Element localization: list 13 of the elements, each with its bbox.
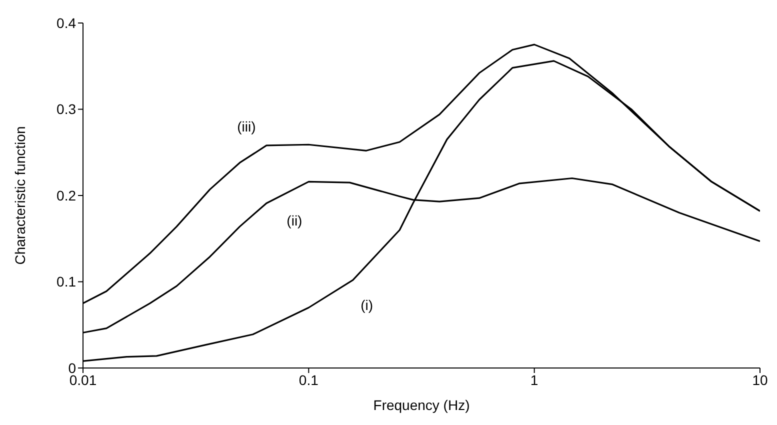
x-tick-label: 1 — [530, 372, 538, 388]
series-label: (ii) — [286, 212, 302, 228]
y-tick-label: 0.3 — [56, 101, 76, 118]
series-label: (iii) — [237, 118, 256, 134]
y-tick-label: 0.1 — [56, 274, 76, 290]
y-tick-label: 0.2 — [56, 187, 76, 204]
y-axis-title: Characteristic function — [12, 126, 28, 265]
x-tick-label: 10 — [752, 372, 768, 388]
y-tick-label: 0 — [68, 360, 76, 376]
x-tick-label: 0.1 — [298, 372, 319, 388]
y-tick-label: 0.4 — [56, 14, 76, 31]
series-label: (i) — [360, 297, 374, 314]
x-axis-title: Frequency (Hz) — [373, 397, 470, 413]
